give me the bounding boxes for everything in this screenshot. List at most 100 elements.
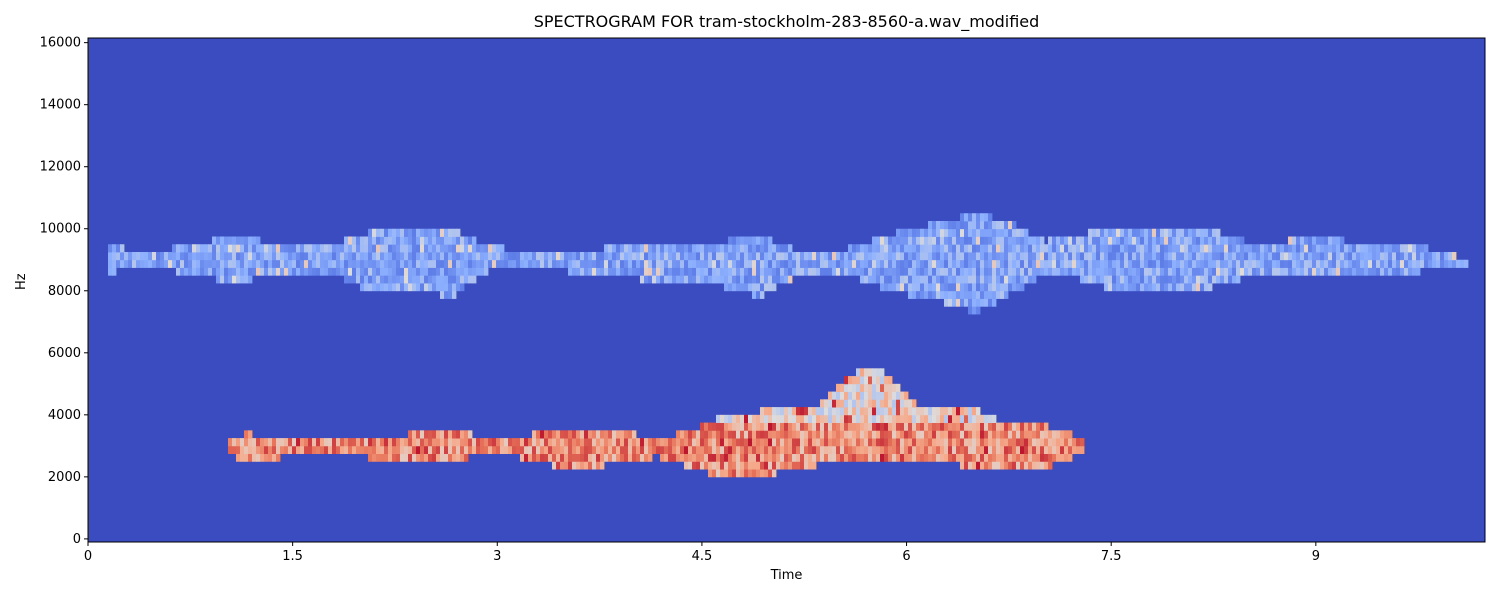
spectrogram-cell [328, 438, 333, 447]
spectrogram-cell [468, 275, 473, 284]
spectrogram-cell [972, 252, 977, 261]
spectrogram-cell [224, 244, 229, 253]
spectrogram-cell [1312, 236, 1317, 245]
spectrogram-cell [588, 259, 593, 268]
spectrogram-cell [968, 461, 973, 470]
spectrogram-cell [964, 275, 969, 284]
spectrogram-cell [1204, 259, 1209, 268]
spectrogram-cell [1224, 275, 1229, 284]
spectrogram-cell [836, 259, 841, 268]
spectrogram-cell [1164, 228, 1169, 237]
spectrogram-cell [240, 275, 245, 284]
spectrogram-cell [912, 430, 917, 439]
spectrogram-cell [1156, 259, 1161, 268]
spectrogram-cell [1156, 236, 1161, 245]
spectrogram-cell [1028, 259, 1033, 268]
spectrogram-cell [320, 438, 325, 447]
spectrogram-cell [1396, 244, 1401, 253]
spectrogram-cell [328, 244, 333, 253]
spectrogram-cell [512, 438, 517, 447]
spectrogram-cell [812, 267, 817, 276]
spectrogram-cell [1312, 267, 1317, 276]
spectrogram-cell [824, 453, 829, 462]
spectrogram-cell [1004, 275, 1009, 284]
spectrogram-cell [752, 469, 757, 478]
spectrogram-cell [1180, 259, 1185, 268]
spectrogram-cell [868, 244, 873, 253]
spectrogram-cell [1224, 236, 1229, 245]
spectrogram-cell [960, 259, 965, 268]
spectrogram-cell [1188, 236, 1193, 245]
spectrogram-cell [396, 228, 401, 237]
spectrogram-cell [216, 275, 221, 284]
spectrogram-cell [240, 236, 245, 245]
spectrogram-cell [972, 445, 977, 455]
spectrogram-cell [700, 438, 705, 447]
spectrogram-cell [252, 259, 257, 268]
spectrogram-cell [788, 407, 793, 416]
spectrogram-cell [564, 445, 569, 455]
spectrogram-cell [768, 236, 773, 245]
spectrogram-cell [888, 391, 893, 400]
spectrogram-cell [368, 445, 373, 455]
spectrogram-cell [1216, 275, 1221, 284]
spectrogram-cell [308, 252, 313, 261]
spectrogram-cell [440, 259, 445, 268]
spectrogram-cell [324, 259, 329, 268]
spectrogram-cell [1160, 236, 1165, 245]
spectrogram-cell [1328, 267, 1333, 276]
spectrogram-cell [836, 391, 841, 400]
spectrogram-cell [856, 244, 861, 253]
spectrogram-cell [272, 252, 277, 261]
spectrogram-cell [940, 445, 945, 455]
spectrogram-cell [620, 267, 625, 276]
spectrogram-cell [264, 267, 269, 276]
spectrogram-cell [448, 430, 453, 439]
spectrogram-cell [948, 275, 953, 284]
spectrogram-cell [928, 283, 933, 292]
spectrogram-cell [948, 298, 953, 307]
spectrogram-cell [832, 445, 837, 455]
spectrogram-cell [1028, 267, 1033, 276]
spectrogram-cell [948, 290, 953, 299]
spectrogram-cell [1004, 461, 1009, 470]
spectrogram-cell [652, 244, 657, 253]
spectrogram-cell [292, 445, 297, 455]
x-tick-label: 9 [1312, 549, 1320, 564]
spectrogram-cell [736, 438, 741, 447]
spectrogram-cell [1164, 275, 1169, 284]
spectrogram-cell [1088, 244, 1093, 253]
spectrogram-cell [848, 445, 853, 455]
spectrogram-cell [796, 430, 801, 439]
spectrogram-cell [760, 438, 765, 447]
spectrogram-cell [880, 383, 885, 392]
spectrogram-cell [840, 407, 845, 416]
spectrogram-cell [1020, 438, 1025, 447]
spectrogram-cell [300, 259, 305, 268]
spectrogram-cell [596, 438, 601, 447]
spectrogram-cell [404, 259, 409, 268]
spectrogram-cell [660, 267, 665, 276]
spectrogram-cell [1088, 275, 1093, 284]
spectrogram-cell [488, 259, 493, 268]
spectrogram-cell [1148, 252, 1153, 261]
spectrogram-cell [856, 252, 861, 261]
spectrogram-cell [976, 430, 981, 439]
spectrogram-cell [244, 445, 249, 455]
spectrogram-cell [820, 267, 825, 276]
spectrogram-cell [760, 422, 765, 431]
spectrogram-cell [592, 252, 597, 261]
spectrogram-cell [436, 275, 441, 284]
spectrogram-cell [140, 252, 145, 261]
spectrogram-cell [1120, 275, 1125, 284]
spectrogram-cell [788, 244, 793, 253]
spectrogram-cell [312, 244, 317, 253]
spectrogram-cell [800, 414, 805, 423]
spectrogram-cell [1032, 275, 1037, 284]
spectrogram-cell [1200, 259, 1205, 268]
spectrogram-cell [408, 445, 413, 455]
spectrogram-cell [900, 391, 905, 400]
spectrogram-cell [692, 259, 697, 268]
spectrogram-cell [456, 438, 461, 447]
spectrogram-cell [1132, 259, 1137, 268]
